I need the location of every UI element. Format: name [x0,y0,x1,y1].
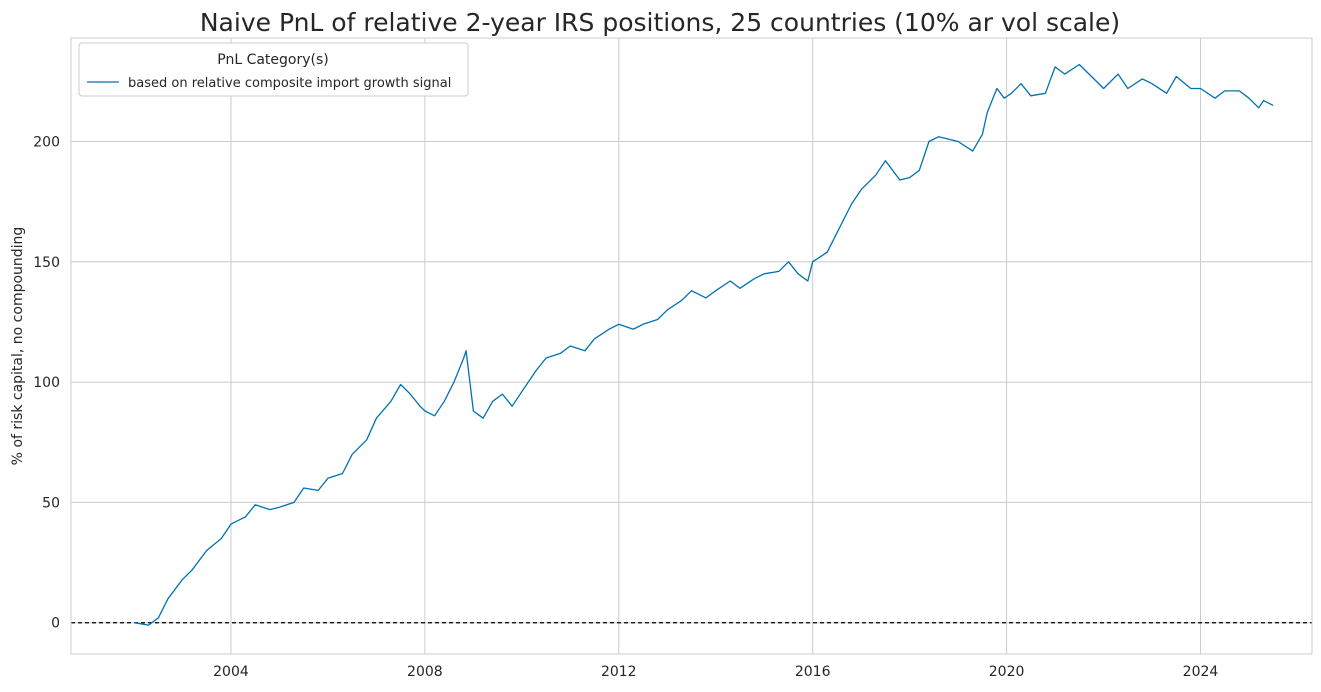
legend-entry-label: based on relative composite import growt… [128,76,451,91]
series-layer [133,63,1274,626]
x-tick-label: 2012 [601,664,637,680]
chart-title: Naive PnL of relative 2-year IRS positio… [200,8,1120,37]
y-tick-label: 50 [42,495,60,511]
y-tick-labels: 0 50 100 150 200 [33,134,60,631]
y-tick-label: 100 [33,375,60,391]
x-tick-labels: 2004 2008 2012 2016 2020 2024 [213,664,1218,680]
legend: PnL Category(s) based on relative compos… [78,42,469,97]
y-axis-label: % of risk capital, no compounding [10,227,26,466]
y-tick-label: 150 [33,255,60,271]
series-line [133,63,1274,626]
plot-area-frame [70,37,1313,655]
legend-box [78,42,469,97]
x-tick-label: 2016 [795,664,831,680]
legend-title: PnL Category(s) [217,52,329,68]
x-tick-label: 2024 [1183,664,1219,680]
x-tick-label: 2004 [213,664,249,680]
y-tick-label: 200 [33,134,60,150]
y-tick-label: 0 [51,616,60,632]
x-tick-label: 2020 [989,664,1025,680]
x-tick-label: 2008 [407,664,443,680]
